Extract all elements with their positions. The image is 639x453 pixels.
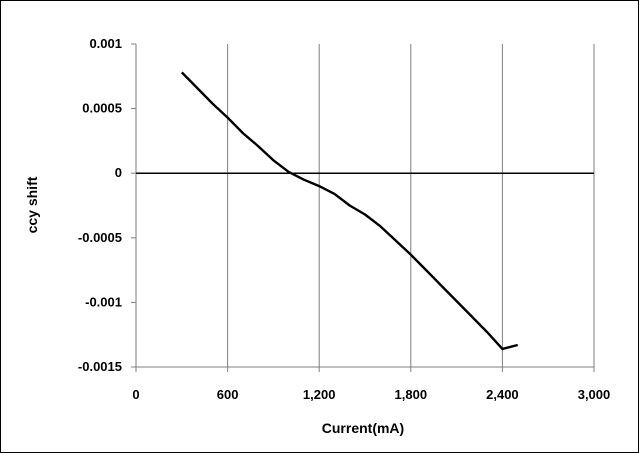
x-tick-label: 1,800 — [395, 387, 428, 402]
y-tick-labels: 0.001 0.0005 0 -0.0005 -0.001 -0.0015 — [78, 36, 122, 374]
grid-lines — [227, 44, 595, 367]
y-tick-label: 0.001 — [89, 36, 122, 51]
y-tick-label: -0.0015 — [78, 359, 122, 374]
x-axis-label: Current(mA) — [322, 420, 404, 436]
series-layer — [180, 71, 518, 351]
y-tick-label: -0.0005 — [78, 230, 122, 245]
y-axis-label: ccy shift — [24, 176, 40, 233]
x-tick-label: 0 — [132, 387, 139, 402]
y-tick-label: 0.0005 — [82, 101, 122, 116]
x-tick-labels: 0 600 1,200 1,800 2,400 3,000 — [132, 387, 610, 402]
series-line — [180, 71, 518, 351]
x-tick-label: 600 — [217, 387, 239, 402]
y-tick-label: 0 — [115, 165, 122, 180]
axes — [131, 43, 595, 372]
x-tick-label: 3,000 — [578, 387, 611, 402]
x-tick-label: 2,400 — [486, 387, 519, 402]
x-tick-label: 1,200 — [303, 387, 336, 402]
y-tick-label: -0.001 — [85, 294, 122, 309]
